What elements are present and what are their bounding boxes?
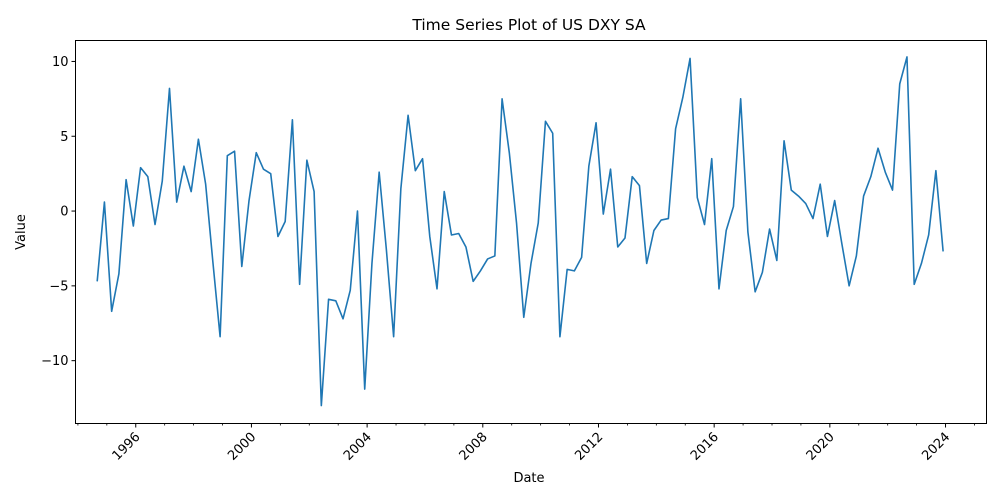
y-tick-label: −10 <box>41 354 68 369</box>
series-line <box>96 56 944 407</box>
plot-frame <box>75 40 987 424</box>
y-tick-label: 5 <box>60 130 68 145</box>
y-axis-title: Value <box>14 214 29 250</box>
chart-title: Time Series Plot of US DXY SA <box>411 16 646 34</box>
x-axis-title: Date <box>513 471 544 486</box>
y-axis-ticks: −10 −5 0 5 10 <box>41 55 76 369</box>
y-tick-label: 10 <box>52 55 69 70</box>
y-tick-label: −5 <box>49 279 68 294</box>
y-tick-label: 0 <box>60 205 68 220</box>
